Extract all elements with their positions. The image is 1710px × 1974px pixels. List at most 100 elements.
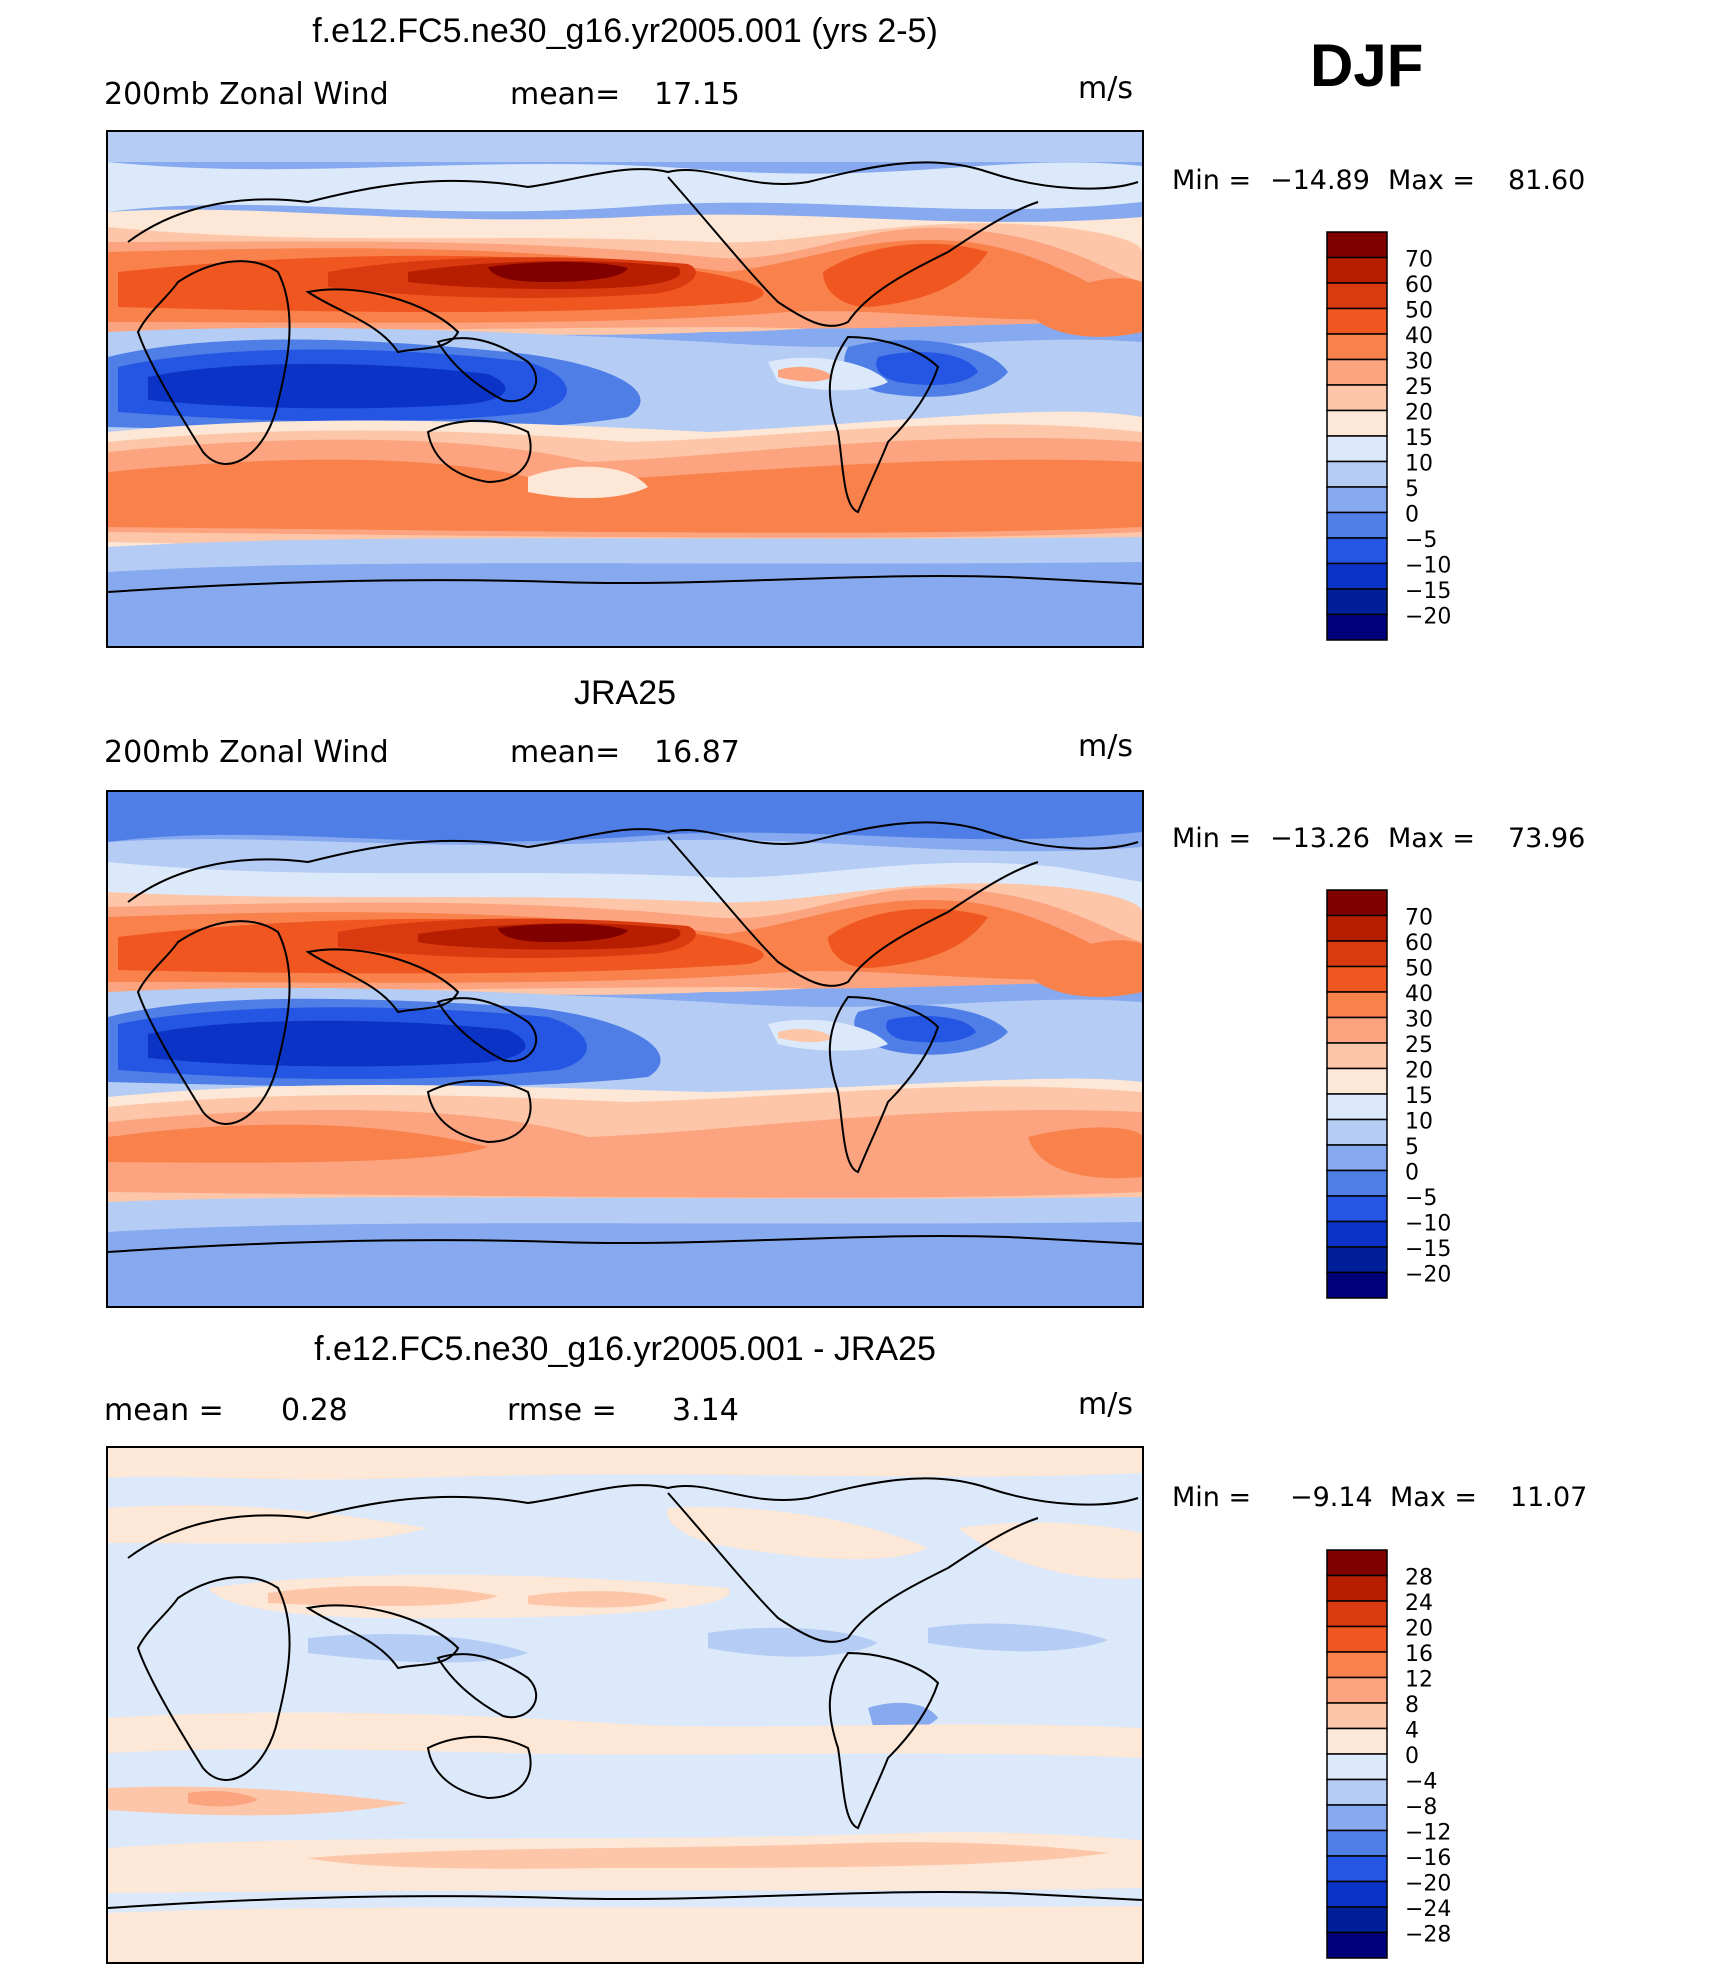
colorbar-swatch xyxy=(1326,1246,1388,1274)
colorbar-swatch xyxy=(1326,1169,1388,1197)
colorbar-tick-label: 60 xyxy=(1405,931,1433,956)
panel-3-map xyxy=(106,1446,1144,1964)
colorbar-tick-label: 40 xyxy=(1405,324,1433,349)
panel-3-colorbar: 28 24 20 16 12 8 4 0 −4 −8 −12 −16 −20 −24 −28 xyxy=(1325,1548,1451,1965)
colorbar-tick-label: 15 xyxy=(1405,426,1433,451)
colorbar-swatch xyxy=(1326,1144,1388,1172)
colorbar-swatch xyxy=(1326,1042,1388,1070)
panel-1-title: f.e12.FC5.ne30_g16.yr2005.001 (yrs 2-5) xyxy=(312,12,938,50)
colorbar-swatch xyxy=(1326,358,1388,386)
colorbar-tick-label: −20 xyxy=(1405,605,1451,630)
colorbar-swatch xyxy=(1326,333,1388,361)
panel-3-units: m/s xyxy=(1078,1387,1133,1422)
colorbar-tick-label: 20 xyxy=(1405,401,1433,426)
panel-1-colorbar: 70 60 50 40 30 25 20 15 10 5 0 −5 −10 −15 −20 xyxy=(1325,230,1451,647)
panel-1-min-value: −14.89 xyxy=(1270,165,1370,196)
colorbar-tick-label: −28 xyxy=(1405,1923,1451,1948)
colorbar-swatch xyxy=(1326,282,1388,310)
colorbar-tick-label: 0 xyxy=(1405,1744,1419,1769)
colorbar-tick-label: 0 xyxy=(1405,1161,1419,1186)
colorbar-swatch xyxy=(1326,965,1388,993)
colorbar-tick-label: 25 xyxy=(1405,375,1433,400)
panel-2-stat-label: mean= xyxy=(510,735,621,770)
panel-2-map xyxy=(106,790,1144,1308)
panel-2-min-label: Min = xyxy=(1172,823,1252,854)
colorbar-swatch xyxy=(1326,1778,1388,1806)
colorbar-swatch xyxy=(1326,256,1388,284)
colorbar-swatch xyxy=(1326,1804,1388,1832)
panel-3-stat-label: rmse = xyxy=(507,1393,617,1428)
panel-2-variable-label: 200mb Zonal Wind xyxy=(104,735,389,770)
colorbar-tick-label: −16 xyxy=(1405,1846,1451,1871)
colorbar-swatch xyxy=(1326,562,1388,590)
colorbar-swatch xyxy=(1326,1651,1388,1679)
colorbar-swatch xyxy=(1326,1625,1388,1653)
colorbar-swatch xyxy=(1326,409,1388,437)
colorbar-tick-label: 20 xyxy=(1405,1059,1433,1084)
panel-1-stat-value: 17.15 xyxy=(654,77,740,112)
panel-2-units: m/s xyxy=(1078,729,1133,764)
panel-2-colorbar: 70 60 50 40 30 25 20 15 10 5 0 −5 −10 −15 −20 xyxy=(1325,888,1451,1305)
colorbar-tick-label: −8 xyxy=(1405,1795,1437,1820)
colorbar-tick-label: −4 xyxy=(1405,1770,1437,1795)
panel-3-title: f.e12.FC5.ne30_g16.yr2005.001 - JRA25 xyxy=(314,1330,936,1368)
colorbar-tick-label: 4 xyxy=(1405,1719,1419,1744)
colorbar-swatch xyxy=(1326,1829,1388,1857)
colorbar-swatch xyxy=(1326,511,1388,539)
colorbar-tick-label: 60 xyxy=(1405,273,1433,298)
panel-1-max-value: 81.60 xyxy=(1508,165,1586,196)
colorbar-tick-label: 50 xyxy=(1405,299,1433,324)
colorbar-tick-label: −10 xyxy=(1405,1212,1451,1237)
colorbar-swatch xyxy=(1326,1549,1388,1577)
colorbar-swatch xyxy=(1326,1093,1388,1121)
panel-2-min-value: −13.26 xyxy=(1270,823,1370,854)
colorbar-tick-label: 0 xyxy=(1405,503,1419,528)
panel-3-stat-value: 3.14 xyxy=(672,1393,739,1428)
colorbar-swatch xyxy=(1326,460,1388,488)
colorbar-tick-label: 25 xyxy=(1405,1033,1433,1058)
panel-1-variable-label: 200mb Zonal Wind xyxy=(104,77,389,112)
colorbar-swatch xyxy=(1326,1753,1388,1781)
panel-3-min-label: Min = xyxy=(1172,1482,1252,1513)
colorbar-swatch xyxy=(1326,384,1388,412)
panel-1-map-svg xyxy=(108,132,1142,646)
colorbar-swatch xyxy=(1326,1195,1388,1223)
colorbar-swatch xyxy=(1326,889,1388,917)
colorbar-tick-label: 10 xyxy=(1405,1110,1433,1135)
panel-3-mean-label: mean = 0.28 xyxy=(104,1393,348,1428)
colorbar-tick-label: 24 xyxy=(1405,1591,1433,1616)
panel-1-map xyxy=(106,130,1144,648)
panel-2-max-label: Max = xyxy=(1388,823,1476,854)
panel-3-max-value: 11.07 xyxy=(1510,1482,1588,1513)
season-label: DJF xyxy=(1310,32,1424,99)
colorbar-tick-label: 40 xyxy=(1405,982,1433,1007)
colorbar-tick-label: 15 xyxy=(1405,1084,1433,1109)
colorbar-tick-label: 16 xyxy=(1405,1642,1433,1667)
colorbar-swatch xyxy=(1326,1727,1388,1755)
colorbar-tick-label: 12 xyxy=(1405,1668,1433,1693)
panel-1-max-label: Max = xyxy=(1388,165,1476,196)
colorbar-tick-label: −10 xyxy=(1405,554,1451,579)
colorbar-tick-label: 5 xyxy=(1405,1135,1419,1160)
colorbar-swatch xyxy=(1326,1067,1388,1095)
colorbar-swatch xyxy=(1326,1931,1388,1959)
colorbar-swatch xyxy=(1326,1118,1388,1146)
colorbar-swatch xyxy=(1326,1676,1388,1704)
colorbar-swatch xyxy=(1326,1702,1388,1730)
colorbar-swatch xyxy=(1326,588,1388,616)
panel-2-max-value: 73.96 xyxy=(1508,823,1586,854)
colorbar-swatch xyxy=(1326,1855,1388,1883)
colorbar-swatch xyxy=(1326,537,1388,565)
colorbar-tick-label: 70 xyxy=(1405,248,1433,273)
panel-1-units: m/s xyxy=(1078,71,1133,106)
colorbar-tick-label: 30 xyxy=(1405,1008,1433,1033)
colorbar-swatch xyxy=(1326,435,1388,463)
panel-3-max-label: Max = xyxy=(1390,1482,1478,1513)
colorbar-tick-label: 28 xyxy=(1405,1566,1433,1591)
colorbar-tick-label: 10 xyxy=(1405,452,1433,477)
colorbar-swatch xyxy=(1326,940,1388,968)
colorbar-swatch xyxy=(1326,613,1388,641)
colorbar-tick-label: −15 xyxy=(1405,579,1451,604)
